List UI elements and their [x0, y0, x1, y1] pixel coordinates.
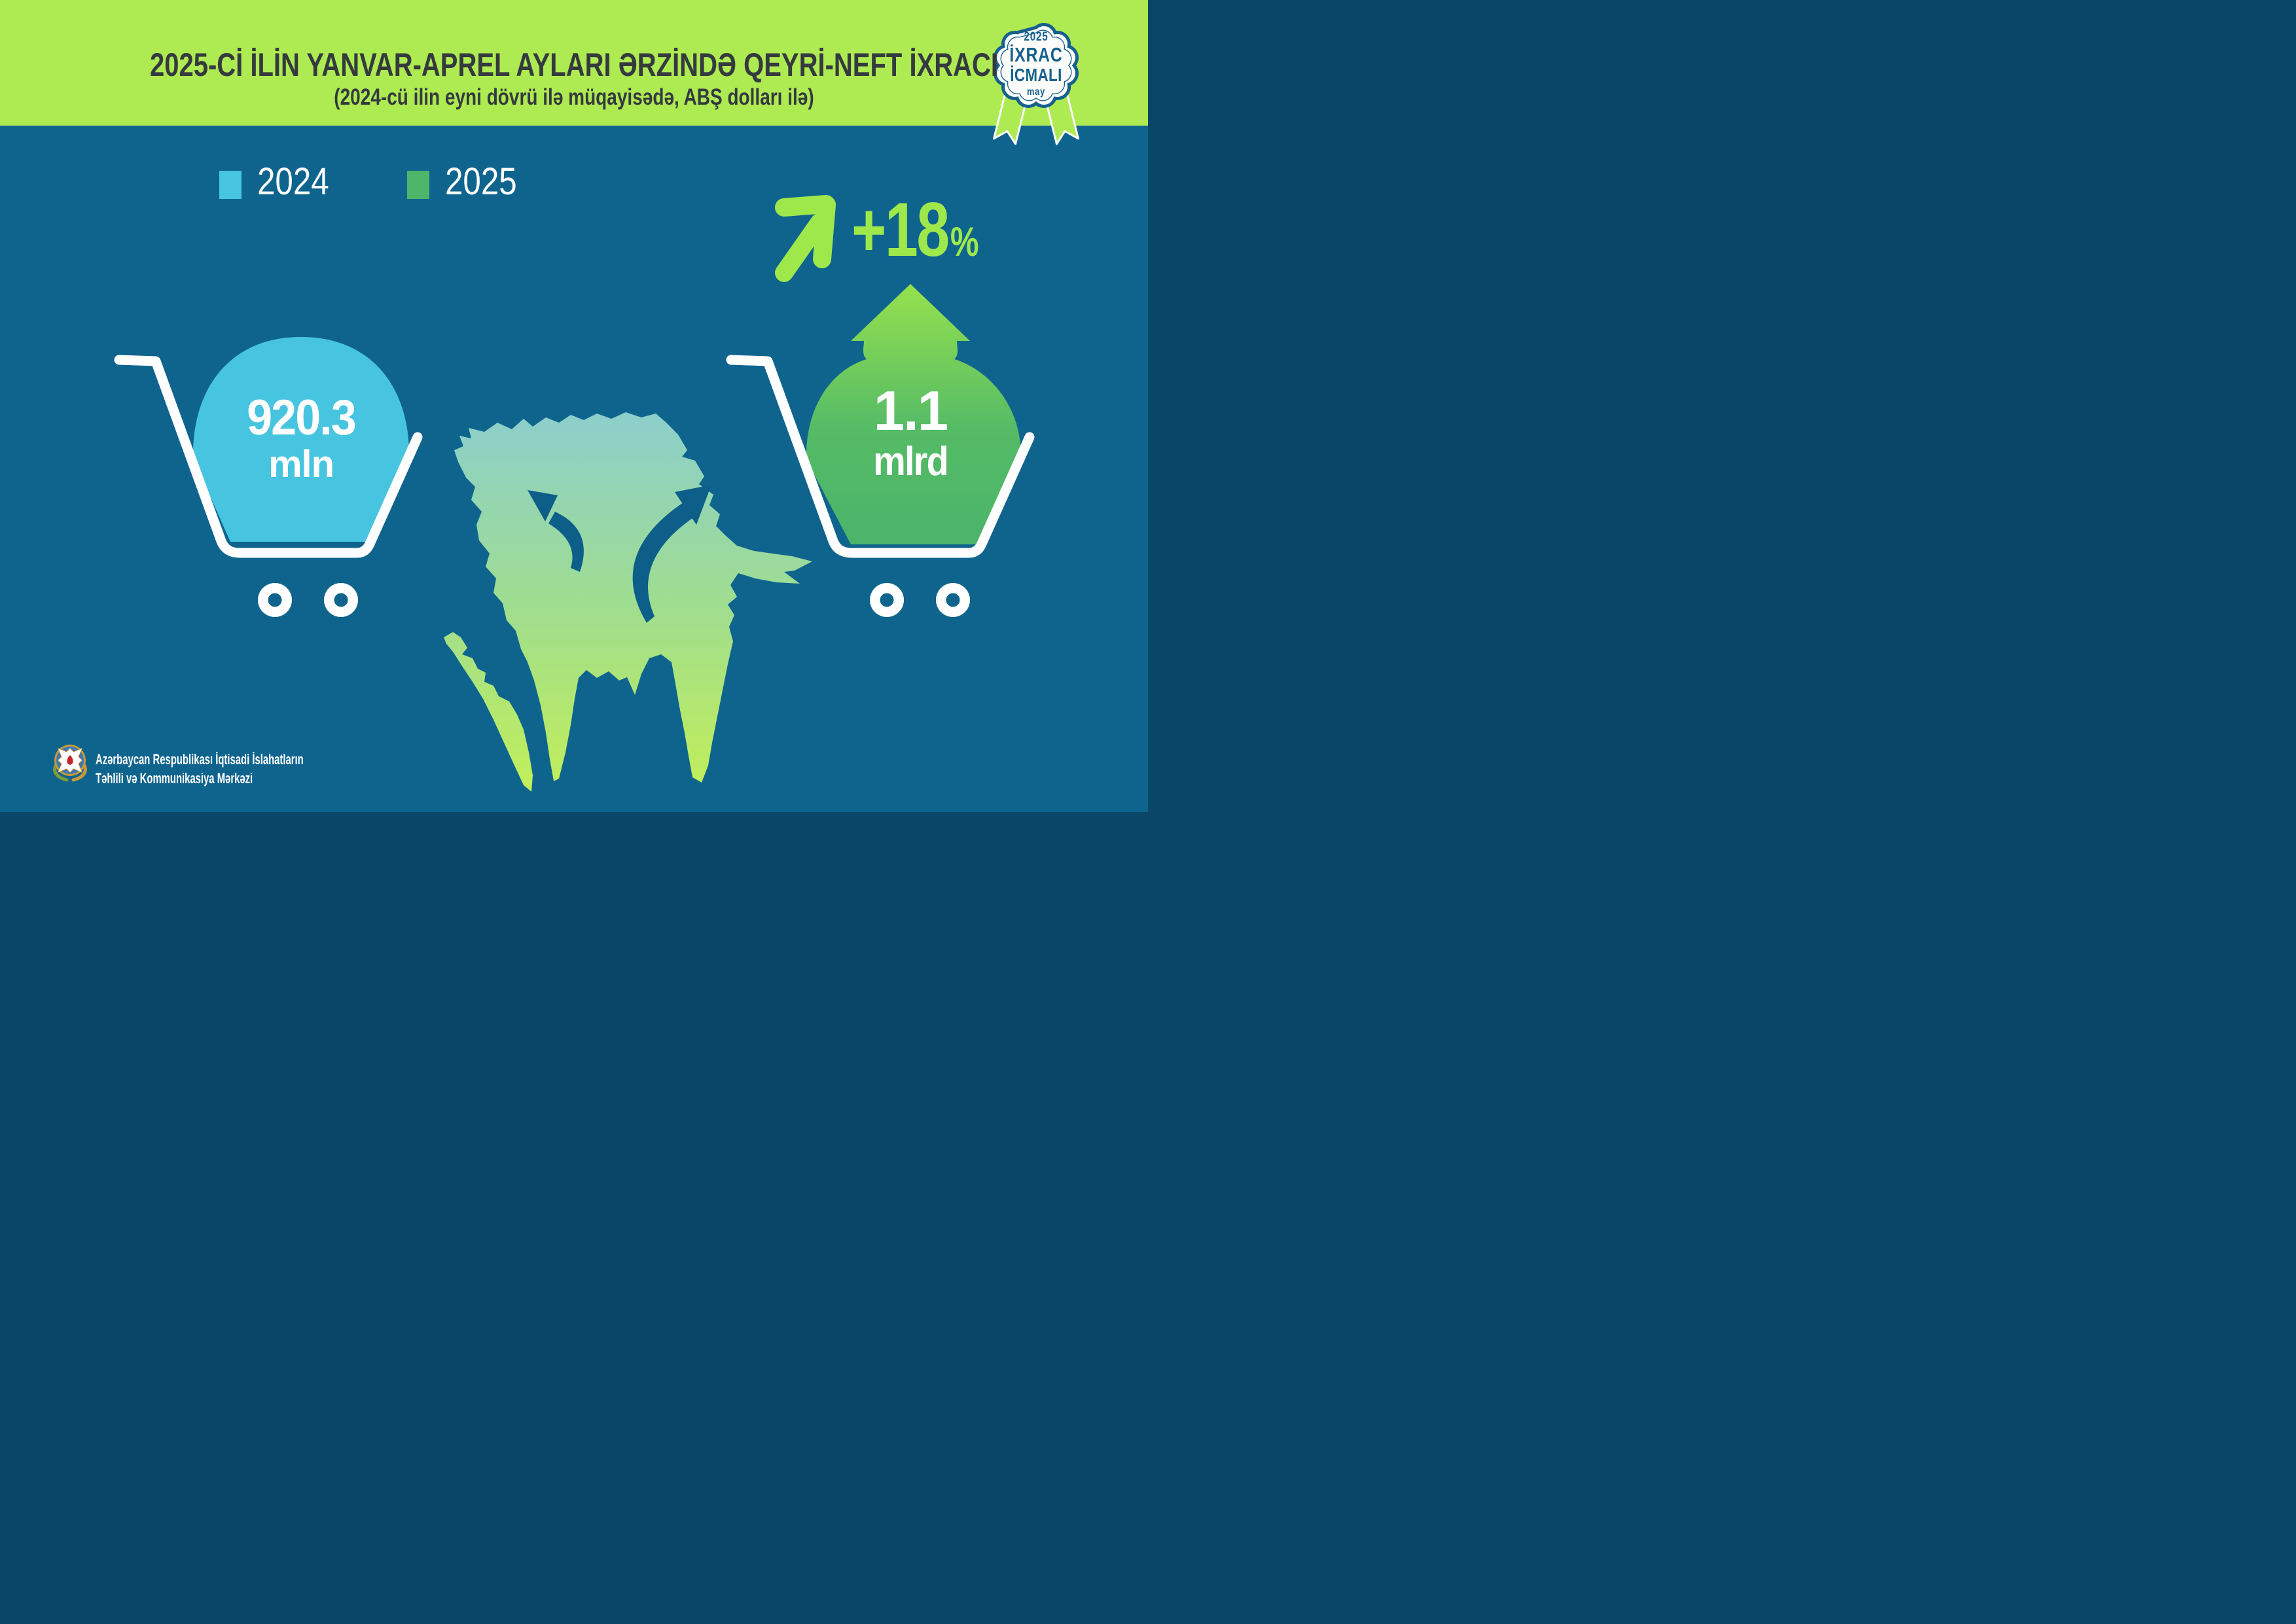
page-title: 2025-Cİ İLİN YANVAR-APREL AYLARI ƏRZİNDƏ… — [149, 46, 999, 83]
cart-2024-wheel-hub — [268, 593, 282, 607]
growth-indicator: +18 % — [852, 191, 979, 268]
cart-2025-wheel — [870, 583, 904, 617]
legend-swatch-2025 — [407, 171, 429, 199]
cart-2025-wheel — [936, 583, 970, 617]
caspian-islet — [723, 660, 727, 667]
export-value-2024: 920.3 mln — [203, 393, 399, 484]
growth-arrow-icon — [775, 195, 836, 282]
emblem-flame — [67, 755, 73, 765]
badge-month: may — [1026, 86, 1046, 97]
infographic-canvas: 2025-Cİ İLİN YANVAR-APREL AYLARI ƏRZİNDƏ… — [0, 0, 1148, 812]
emblem-icon — [53, 745, 87, 782]
export-arrow-west-icon — [548, 512, 584, 572]
azerbaijan-mainland-shape — [454, 412, 812, 783]
footer-organization: Azərbaycan Respublikası İqtisadi İslahat… — [96, 750, 304, 788]
badge-line1: İXRAC — [1009, 43, 1063, 66]
badge-line2: İCMALI — [1010, 65, 1062, 85]
cart-2024-wheel — [324, 583, 358, 617]
footer-org-line1: Azərbaycan Respublikası İqtisadi İslahat… — [96, 751, 304, 768]
growth-value: +18 — [852, 186, 950, 272]
badge-text: 2025 İXRAC İCMALI may — [992, 30, 1081, 99]
legend-swatch-2024 — [219, 171, 242, 199]
footer-org-line2: Təhlili və Kommunikasiya Mərkəzi — [96, 770, 253, 786]
cart-2025-wheel-hub — [946, 593, 960, 607]
export-value-2024-number: 920.3 — [247, 390, 357, 446]
page-subtitle: (2024-cü ilin eyni dövrü ilə müqayisədə,… — [334, 84, 814, 110]
export-value-2025-unit: mlrd — [873, 439, 949, 484]
export-value-2025: 1.1 mlrd — [812, 383, 1009, 482]
badge-year: 2025 — [1024, 30, 1049, 44]
export-arrow-east-icon — [632, 503, 692, 623]
legend-label-2025: 2025 — [445, 160, 517, 203]
growth-unit: % — [950, 219, 979, 265]
export-arrow-west-head-icon — [528, 490, 558, 521]
cart-2025-wheel-hub — [880, 593, 894, 607]
nakhchivan-exclave-shape — [444, 632, 533, 792]
export-arrow-east-head-icon — [675, 485, 711, 525]
header-band — [0, 0, 1148, 126]
export-value-2024-unit: mln — [268, 443, 334, 485]
legend-label-2024: 2024 — [257, 160, 329, 203]
emblem-wreath-right — [71, 764, 87, 782]
cart-2024-wheel-hub — [334, 593, 348, 607]
azerbaijan-map — [444, 412, 812, 792]
export-value-2025-number: 1.1 — [873, 380, 948, 442]
caspian-islet — [718, 640, 725, 650]
emblem-star — [57, 747, 83, 773]
emblem-wreath-left — [53, 764, 69, 782]
cart-2024-wheel — [258, 583, 292, 617]
